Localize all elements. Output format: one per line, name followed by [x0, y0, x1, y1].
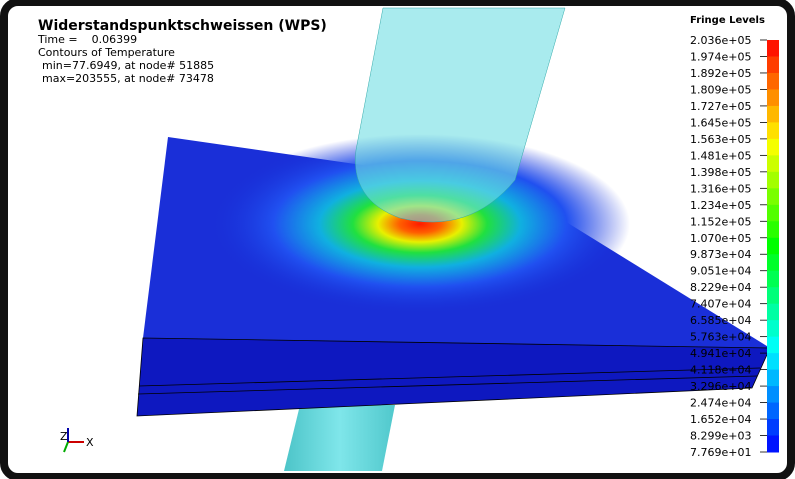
axis-x: X: [86, 436, 94, 449]
legend-level: 3.296e+04: [690, 380, 751, 393]
legend-level: 1.563e+05: [690, 133, 751, 146]
legend-level: 8.299e+03: [690, 430, 751, 443]
colorbar-segment: [767, 73, 779, 90]
contours: Contours of Temperature: [38, 46, 175, 59]
colorbar-segment: [767, 320, 779, 337]
legend-level: 9.051e+04: [690, 265, 751, 278]
legend-level: 5.763e+04: [690, 331, 751, 344]
legend-level: 1.652e+04: [690, 413, 751, 426]
legend-level: 2.474e+04: [690, 397, 751, 410]
colorbar-segment: [767, 139, 779, 156]
lower-electrode: [284, 405, 395, 471]
legend-level: 1.152e+05: [690, 215, 751, 228]
colorbar-segment: [767, 40, 779, 57]
legend-level: 2.036e+05: [690, 34, 751, 47]
colorbar-segment: [767, 287, 779, 304]
colorbar-segment: [767, 106, 779, 123]
colorbar-segment: [767, 89, 779, 106]
colorbar-segment: [767, 271, 779, 288]
colorbar-segment: [767, 221, 779, 238]
legend-level: 7.407e+04: [690, 298, 751, 311]
colorbar-segment: [767, 353, 779, 370]
render-view: Widerstandspunktschweissen (WPS) Time = …: [0, 0, 795, 479]
title: Widerstandspunktschweissen (WPS): [38, 18, 327, 34]
legend-level: 1.645e+05: [690, 116, 751, 129]
min: min=77.6949, at node# 51885: [42, 59, 214, 72]
legend-level: 1.234e+05: [690, 199, 751, 212]
axis-z: Z: [60, 430, 68, 443]
colorbar-segment: [767, 122, 779, 139]
legend-level: 4.118e+04: [690, 364, 751, 377]
legend-level: 6.585e+04: [690, 314, 751, 327]
legend-level: 1.070e+05: [690, 232, 751, 245]
colorbar-segment: [767, 254, 779, 271]
colorbar-segment: [767, 386, 779, 403]
legend-level: 7.769e+01: [690, 446, 751, 459]
legend-level: 8.229e+04: [690, 281, 751, 294]
legend-level: 9.873e+04: [690, 248, 751, 261]
colorbar-segment: [767, 155, 779, 172]
legend-level: 1.892e+05: [690, 67, 751, 80]
colorbar-segment: [767, 56, 779, 73]
colorbar-segment: [767, 238, 779, 255]
legend-level: 1.727e+05: [690, 100, 751, 113]
colorbar-segment: [767, 188, 779, 205]
legend-level: 4.941e+04: [690, 347, 751, 360]
legend-level: 1.316e+05: [690, 182, 751, 195]
colorbar-segment: [767, 370, 779, 387]
legend-level: 1.398e+05: [690, 166, 751, 179]
colorbar-segment: [767, 304, 779, 321]
colorbar-segment: [767, 172, 779, 189]
legend-level: 1.974e+05: [690, 50, 751, 63]
viewer: Widerstandspunktschweissen (WPS) Time = …: [0, 0, 795, 479]
legend-title: Fringe Levels: [690, 15, 765, 26]
colorbar-segment: [767, 403, 779, 420]
time: Time = 0.06399: [37, 33, 137, 46]
colorbar-segment: [767, 436, 779, 453]
colorbar-segment: [767, 205, 779, 222]
colorbar-segment: [767, 337, 779, 354]
colorbar-segment: [767, 419, 779, 436]
legend-level: 1.809e+05: [690, 83, 751, 96]
legend-level: 1.481e+05: [690, 149, 751, 162]
max: max=203555, at node# 73478: [42, 72, 214, 85]
